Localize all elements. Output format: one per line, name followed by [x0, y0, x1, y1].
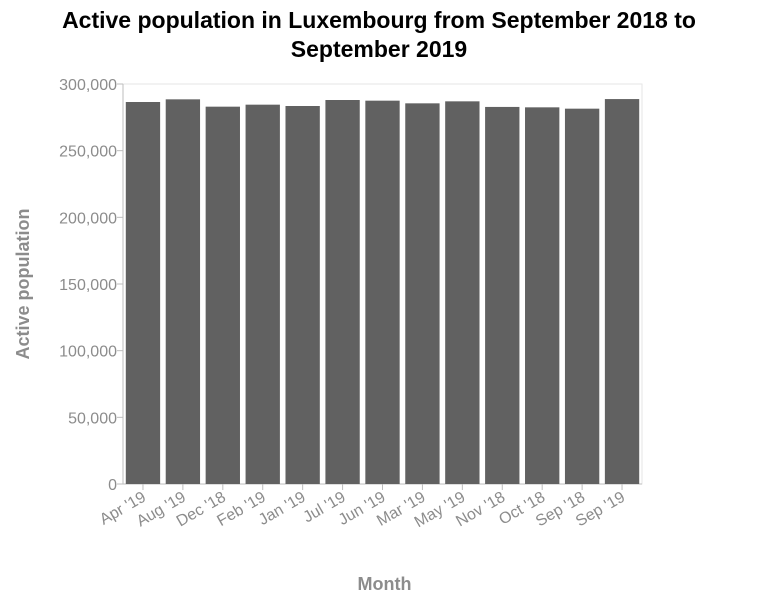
bar	[245, 104, 280, 485]
y-axis-title: Active population	[13, 208, 33, 359]
bar	[205, 106, 240, 485]
y-tick-label: 300,000	[59, 77, 117, 94]
bar	[564, 108, 600, 485]
bar	[365, 100, 400, 485]
x-axis-title: Month	[358, 574, 412, 594]
bar	[525, 107, 560, 484]
y-tick-label: 0	[108, 477, 117, 494]
chart-title: Active population in Luxembourg from Sep…	[62, 7, 696, 62]
bar	[285, 106, 320, 484]
bar	[604, 99, 640, 485]
y-axis: 0 50,000 100,000 150,000 200,000 250,000 300,0…	[59, 77, 123, 494]
bars-group	[125, 99, 640, 485]
y-tick-label: 50,000	[68, 410, 117, 427]
bar	[125, 102, 161, 484]
y-tick-label: 100,000	[59, 344, 117, 361]
bar	[485, 106, 520, 484]
bar	[325, 100, 360, 484]
y-tick-label: 200,000	[59, 210, 117, 227]
bar	[165, 99, 201, 484]
bar	[445, 101, 480, 484]
x-tick-label: Jan '19	[256, 489, 309, 529]
bar	[405, 103, 440, 484]
y-tick-label: 150,000	[59, 277, 117, 294]
y-tick-label: 250,000	[59, 144, 117, 161]
